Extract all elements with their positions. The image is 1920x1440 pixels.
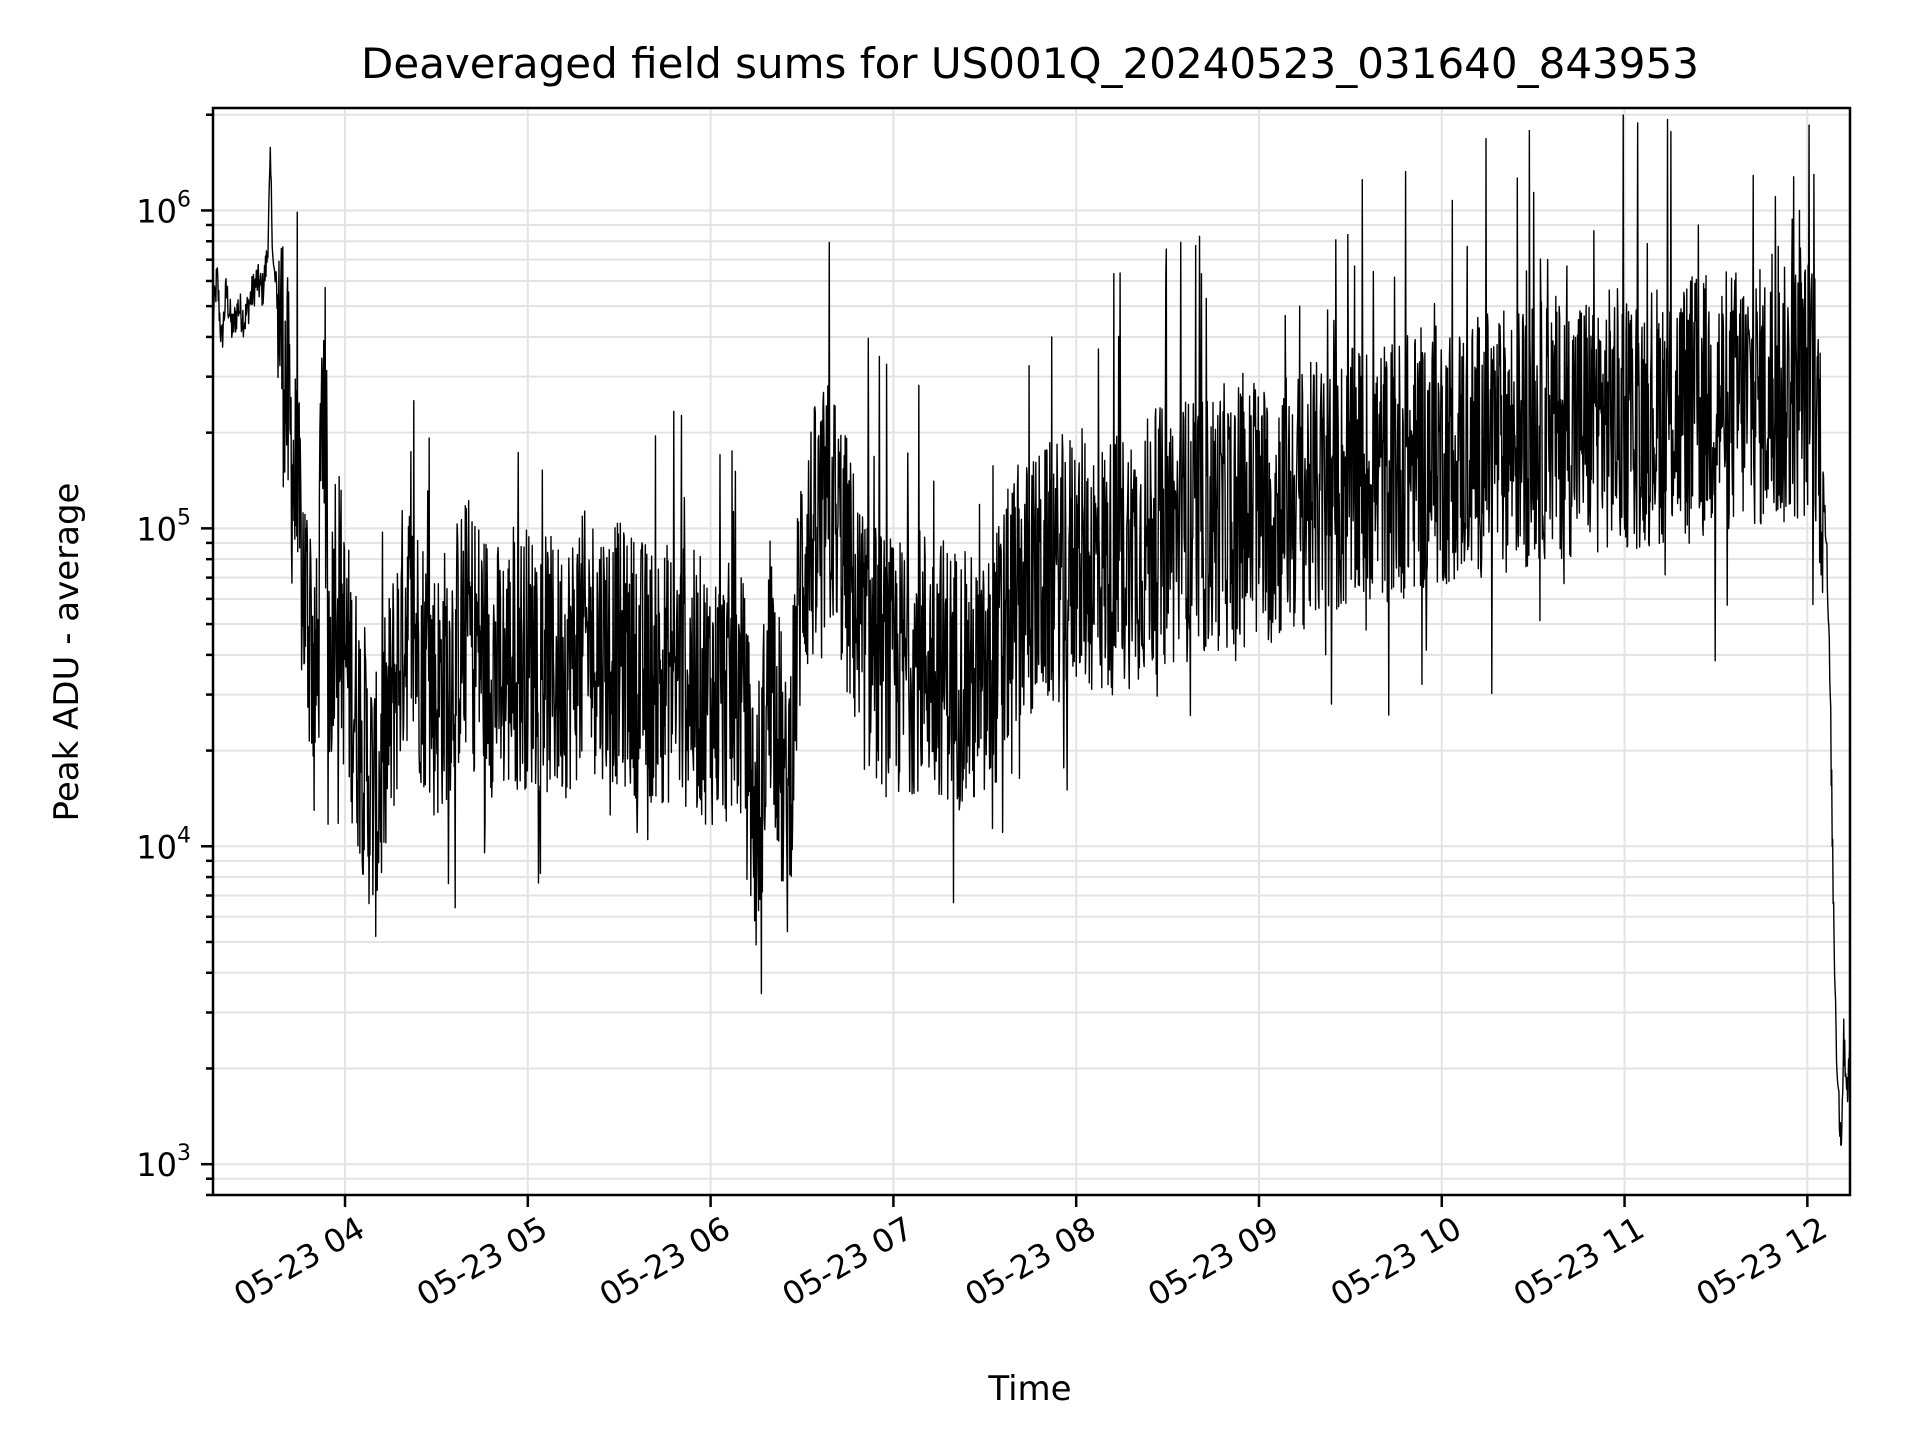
y-tick-label: 104: [136, 823, 191, 866]
y-tick-label: 106: [136, 187, 191, 230]
x-axis-label: Time: [987, 1369, 1071, 1409]
x-axis: 05-23 04 05-23 05 05-23 06 05-23 07 05-23 08…: [227, 1195, 1833, 1314]
series-line: [212, 114, 1851, 1146]
y-axis-label: Peak ADU - average: [47, 483, 87, 822]
x-tick-label: 05-23 05: [410, 1209, 554, 1314]
x-tick-label: 05-23 09: [1141, 1209, 1285, 1314]
x-tick-label: 05-23 12: [1690, 1209, 1834, 1314]
plot-frame: [211, 106, 1852, 1197]
x-tick-label: 05-23 06: [593, 1209, 737, 1314]
y-tick-label: 103: [136, 1141, 191, 1184]
y-tick-label: 105: [136, 505, 191, 548]
chart-title: Deaveraged field sums for US001Q_2024052…: [361, 39, 1699, 88]
x-tick-label: 05-23 11: [1507, 1209, 1651, 1314]
x-tick-label: 05-23 07: [776, 1209, 920, 1314]
plot-area: [212, 114, 1851, 1146]
y-axis: 103 104 105 106: [136, 113, 213, 1197]
x-tick-label: 05-23 04: [227, 1209, 371, 1314]
x-tick-label: 05-23 10: [1324, 1209, 1468, 1314]
x-tick-label: 05-23 08: [959, 1209, 1103, 1314]
